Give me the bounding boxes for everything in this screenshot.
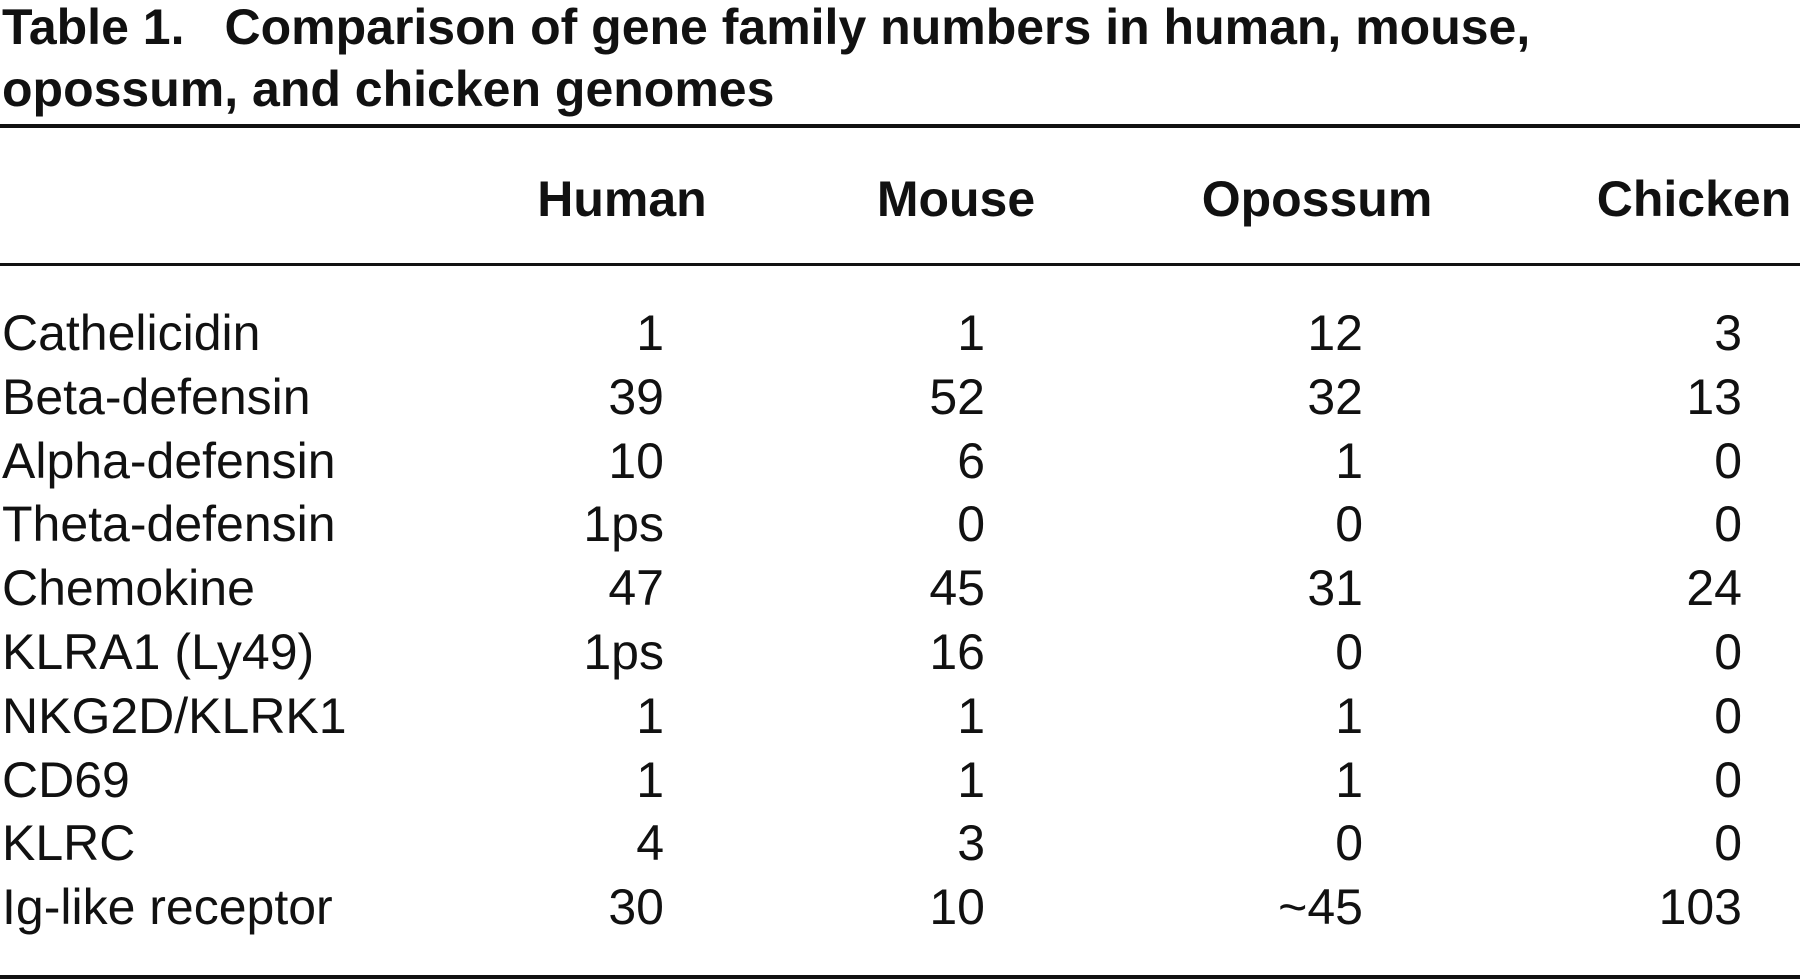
- cell-value: 10: [608, 432, 664, 489]
- cell-value: 1: [636, 305, 664, 361]
- cell-value: 3: [1714, 305, 1742, 361]
- column-header: Mouse: [876, 171, 1036, 227]
- cell-value: ~45: [1278, 879, 1363, 936]
- cell-value: 1: [636, 751, 664, 808]
- row-label: Alpha-defensin: [2, 432, 336, 489]
- cell-value: 0: [1714, 496, 1742, 553]
- cell-value: 0: [1714, 815, 1742, 872]
- top-rule: [0, 124, 1800, 128]
- cell-value: 103: [1658, 879, 1742, 936]
- cell-value: 1: [957, 751, 985, 808]
- cell-value: 3: [957, 815, 985, 872]
- row-label: CD69: [2, 751, 130, 808]
- cell-value: 1ps: [583, 624, 664, 680]
- cell-value: 0: [1335, 496, 1363, 553]
- row-label: KLRA1 (Ly49): [2, 624, 315, 680]
- cell-value: 0: [1714, 751, 1742, 808]
- cell-value: 1: [1335, 687, 1363, 744]
- row-label: KLRC: [2, 815, 136, 872]
- cell-value: 0: [957, 496, 985, 553]
- cell-value: 13: [1686, 368, 1742, 425]
- column-header: Opossum: [1201, 171, 1433, 227]
- cell-value: 30: [608, 879, 664, 936]
- cell-value: 10: [929, 879, 985, 936]
- table-caption: Table 1. Comparison of gene family number…: [2, 0, 1772, 120]
- row-label: Cathelicidin: [2, 305, 261, 361]
- cell-value: 0: [1714, 432, 1742, 489]
- row-label: Ig-like receptor: [2, 879, 333, 936]
- cell-value: 1: [1335, 751, 1363, 808]
- cell-value: 6: [957, 432, 985, 489]
- cell-value: 47: [608, 560, 664, 617]
- cell-value: 39: [608, 368, 664, 425]
- cell-value: 45: [929, 560, 985, 617]
- row-label: Beta-defensin: [2, 368, 311, 425]
- cell-value: 31: [1307, 560, 1363, 617]
- cell-value: 1: [957, 687, 985, 744]
- cell-value: 12: [1307, 305, 1363, 361]
- cell-value: 0: [1335, 624, 1363, 680]
- row-label: Chemokine: [2, 560, 255, 617]
- cell-value: 4: [636, 815, 664, 872]
- cell-value: 16: [929, 624, 985, 680]
- row-label: NKG2D/KLRK1: [2, 687, 347, 744]
- caption-title: Comparison of gene family numbers in hum…: [2, 0, 1531, 117]
- cell-value: 32: [1307, 368, 1363, 425]
- caption-label: Table 1.: [2, 0, 185, 55]
- cell-value: 1: [636, 687, 664, 744]
- column-header: Human: [537, 171, 707, 227]
- bottom-rule: [0, 975, 1800, 979]
- header-rule: [0, 263, 1800, 266]
- cell-value: 1ps: [583, 496, 664, 553]
- cell-value: 24: [1686, 560, 1742, 617]
- cell-value: 1: [957, 305, 985, 361]
- cell-value: 0: [1335, 815, 1363, 872]
- cell-value: 0: [1714, 624, 1742, 680]
- row-label: Theta-defensin: [2, 496, 336, 553]
- column-header: Chicken: [1596, 171, 1792, 227]
- cell-value: 52: [929, 368, 985, 425]
- cell-value: 1: [1335, 432, 1363, 489]
- cell-value: 0: [1714, 687, 1742, 744]
